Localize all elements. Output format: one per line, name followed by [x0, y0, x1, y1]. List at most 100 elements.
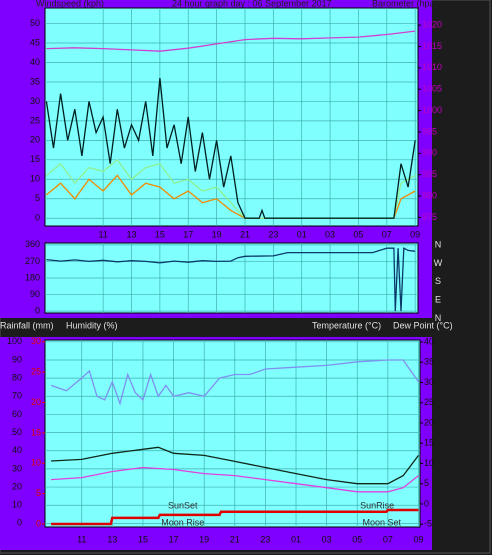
annotation: Moon Rise [161, 517, 204, 527]
x-tick-label: 21 [230, 534, 240, 544]
y2-tick-label: 20 [424, 417, 434, 427]
y-tick-label: 60 [12, 409, 22, 419]
x-tick-label: 17 [183, 229, 193, 239]
y-tick-label: 25 [30, 115, 40, 125]
direction-label: N [435, 313, 442, 323]
y2-tick-label: 995 [422, 126, 437, 136]
y3-tick-label: 0 [36, 518, 41, 528]
series-line [50, 359, 420, 406]
y2-tick-label: 35 [424, 357, 434, 367]
x-tick-label: 17 [169, 534, 179, 544]
y3-tick-label: 20 [31, 397, 41, 407]
chart-title: 24 hour graph day : 06 September 2017 [172, 0, 332, 8]
y3-tick-label: 5 [36, 488, 41, 498]
x-tick-label: 03 [322, 534, 332, 544]
annotation: SunSet [168, 500, 198, 510]
dew-axis-title: Dew Point (°C) [393, 320, 453, 330]
y-tick-label: 50 [30, 18, 40, 28]
series-line [51, 446, 420, 485]
y-tick-label: 15 [30, 154, 40, 164]
y2-tick-label: 15 [424, 438, 434, 448]
direction-label: E [435, 295, 441, 305]
y2-tick-label: 1005 [422, 84, 442, 94]
y-tick-label: 35 [30, 76, 40, 86]
x-tick-label: 15 [155, 229, 165, 239]
y-tick-label: 70 [12, 391, 22, 401]
y3-tick-label: 15 [31, 427, 41, 437]
y-tick-label: 50 [12, 427, 22, 437]
y-tick-label: 45 [30, 37, 40, 47]
y3-tick-label: 30 [31, 336, 41, 346]
y2-tick-label: 985 [422, 169, 437, 179]
x-tick-label: 13 [127, 229, 137, 239]
y-tick-label: 180 [25, 272, 40, 282]
x-tick-label: 05 [353, 229, 363, 239]
series-line [51, 466, 419, 493]
y2-tick-label: 1010 [422, 62, 442, 72]
y-tick-label: 360 [25, 239, 40, 249]
y2-tick-label: 40 [424, 336, 434, 346]
plot-area [44, 7, 419, 227]
y2-tick-label: 5 [424, 478, 429, 488]
y-tick-label: 270 [25, 256, 40, 266]
x-tick-label: 21 [240, 229, 250, 239]
x-tick-label: 07 [383, 534, 393, 544]
y2-tick-label: 975 [422, 212, 437, 222]
y-tick-label: 90 [12, 354, 22, 364]
x-tick-label: 03 [325, 229, 335, 239]
direction-label: N [435, 239, 442, 249]
y-tick-label: 100 [7, 336, 22, 346]
annotation: SunRise [360, 500, 394, 510]
wind-axis-title: Windspeed (kph) [36, 0, 104, 8]
humidity-axis-title: Humidity (%) [66, 320, 118, 330]
baro-axis-title: Barometer (hpa) [372, 0, 438, 8]
y2-tick-label: 25 [424, 397, 434, 407]
x-tick-label: 01 [291, 534, 301, 544]
y2-tick-label: 990 [422, 148, 437, 158]
y2-tick-label: 30 [424, 377, 434, 387]
x-tick-label: 19 [199, 534, 209, 544]
y-tick-label: 10 [12, 500, 22, 510]
x-tick-label: 11 [98, 229, 107, 239]
series-line [45, 78, 416, 219]
rain-axis-title: Rainfall (mm) [0, 320, 54, 330]
y3-tick-label: 10 [31, 458, 41, 468]
x-tick-label: 05 [352, 534, 362, 544]
y-tick-label: 30 [12, 463, 22, 473]
plot-area [44, 339, 421, 528]
y-tick-label: 0 [17, 518, 22, 528]
y-tick-label: 80 [12, 373, 22, 383]
y3-tick-label: 25 [31, 367, 41, 377]
y-tick-label: 30 [30, 96, 40, 106]
y2-tick-label: 1000 [422, 105, 442, 115]
y-tick-label: 0 [35, 306, 40, 316]
y-tick-label: 5 [35, 193, 40, 203]
x-tick-label: 11 [77, 534, 86, 544]
direction-label: W [434, 258, 443, 268]
series-line [46, 247, 416, 312]
x-tick-label: 23 [268, 229, 278, 239]
y2-tick-label: 980 [422, 190, 437, 200]
y-tick-label: 20 [12, 481, 22, 491]
y2-tick-label: 1015 [422, 41, 442, 51]
y-tick-label: 20 [30, 135, 40, 145]
x-tick-label: 15 [138, 534, 148, 544]
y2-tick-label: 10 [424, 458, 434, 468]
y2-tick-label: 0 [424, 498, 429, 508]
y2-tick-label: -5 [424, 519, 432, 529]
direction-label: S [435, 276, 441, 286]
y-tick-label: 90 [30, 289, 40, 299]
x-tick-label: 23 [260, 534, 270, 544]
y-tick-label: 40 [12, 445, 22, 455]
x-tick-label: 09 [413, 534, 423, 544]
y-tick-label: 0 [35, 213, 40, 223]
x-tick-label: 09 [410, 229, 420, 239]
temp-axis-title: Temperature (°C) [312, 320, 381, 330]
x-tick-label: 01 [297, 229, 307, 239]
x-tick-label: 07 [382, 229, 392, 239]
series-line [46, 30, 416, 52]
y-tick-label: 40 [30, 57, 40, 67]
x-tick-label: 19 [212, 229, 222, 239]
y-tick-label: 10 [30, 174, 40, 184]
